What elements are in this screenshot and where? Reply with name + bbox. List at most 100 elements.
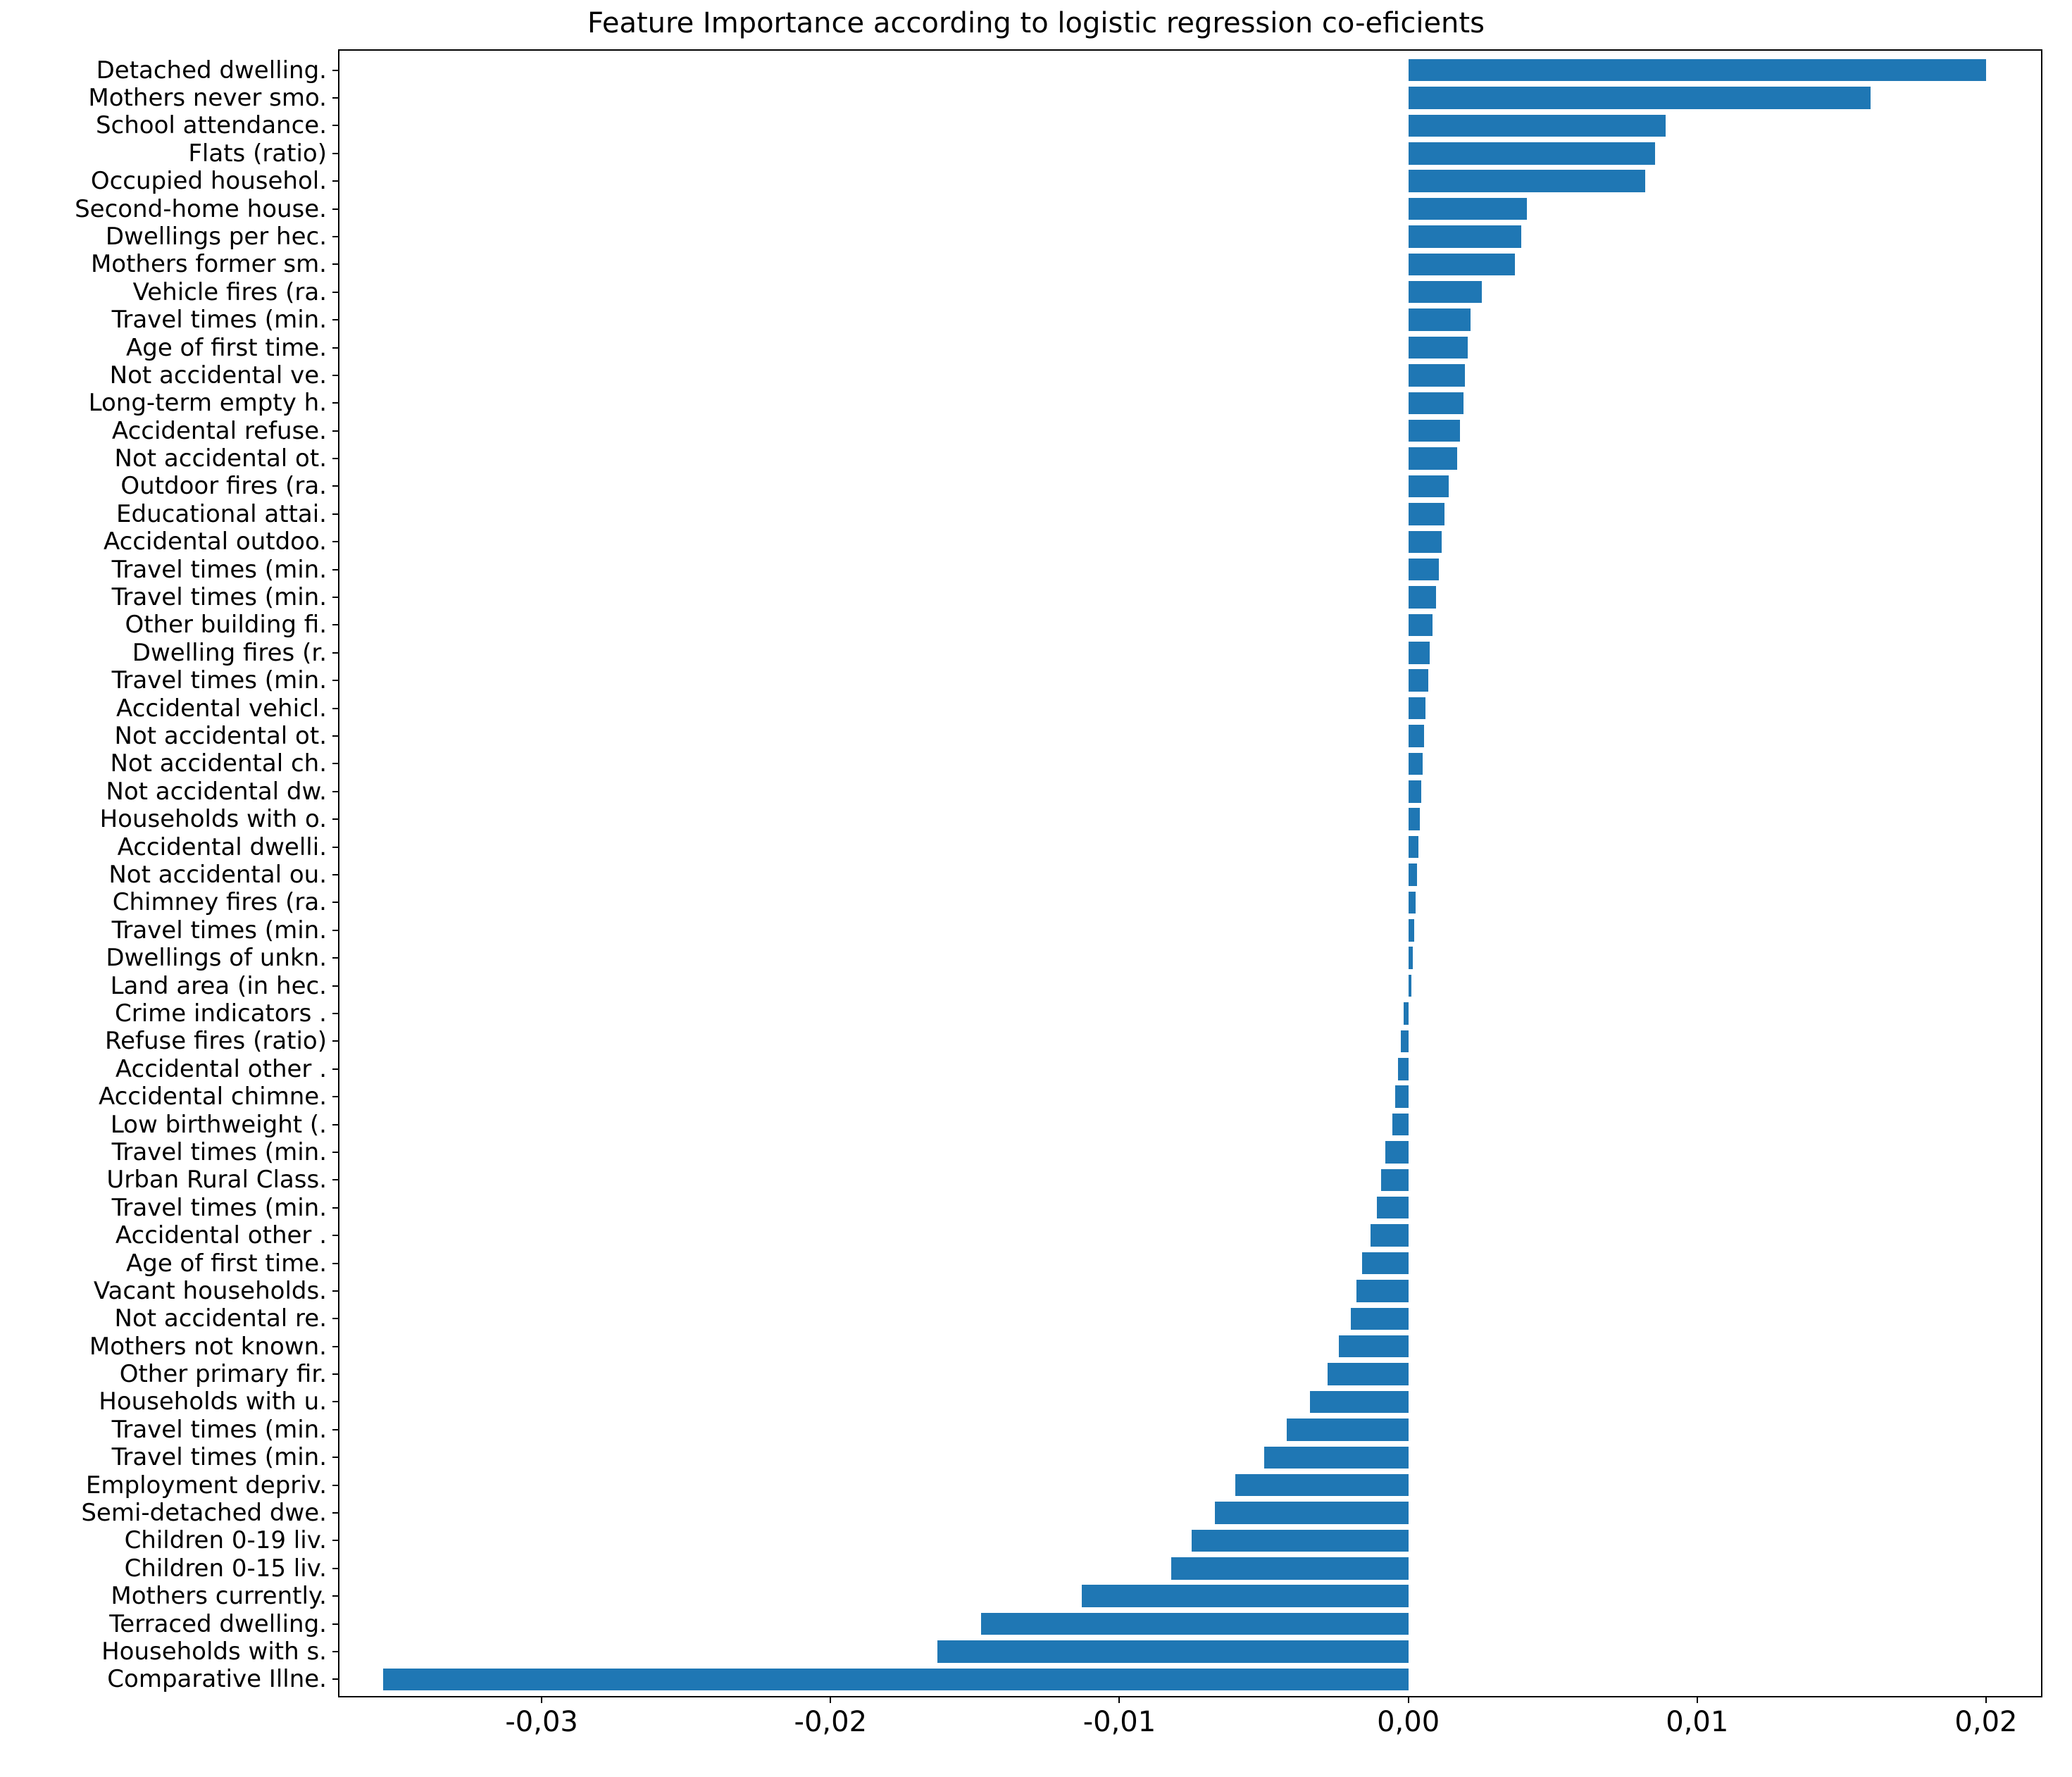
y-tick-label: Not accidental ve. bbox=[110, 361, 327, 389]
y-tick bbox=[332, 263, 339, 265]
y-tick-label: Detached dwelling. bbox=[96, 56, 327, 85]
bar bbox=[1409, 447, 1458, 470]
bar bbox=[1409, 420, 1461, 442]
x-tick-label: 0,01 bbox=[1666, 1706, 1728, 1738]
bar bbox=[1082, 1585, 1408, 1607]
y-tick-label: Age of first time. bbox=[126, 334, 327, 362]
y-tick bbox=[332, 402, 339, 404]
bar bbox=[1264, 1447, 1409, 1469]
y-tick bbox=[332, 1568, 339, 1569]
bar bbox=[1381, 1169, 1409, 1192]
y-tick bbox=[332, 930, 339, 931]
y-tick bbox=[332, 1678, 339, 1680]
y-tick bbox=[332, 1595, 339, 1597]
y-tick-label: School attendance. bbox=[96, 111, 327, 139]
bar bbox=[1392, 1114, 1409, 1136]
y-tick bbox=[332, 1207, 339, 1209]
bar bbox=[1409, 87, 1871, 109]
y-tick-label: Accidental dwelli. bbox=[118, 833, 327, 861]
bar bbox=[1409, 836, 1418, 859]
y-tick bbox=[332, 985, 339, 987]
x-tick bbox=[1408, 1696, 1409, 1703]
y-tick bbox=[332, 1651, 339, 1652]
y-tick-label: Children 0-19 liv. bbox=[125, 1526, 327, 1554]
y-tick bbox=[332, 818, 339, 820]
y-tick-label: Not accidental ot. bbox=[115, 444, 327, 473]
y-tick bbox=[332, 1485, 339, 1486]
y-tick-label: Travel times (min. bbox=[112, 666, 327, 694]
y-tick bbox=[332, 791, 339, 792]
y-tick-label: Outdoor fires (ra. bbox=[120, 472, 327, 500]
bar bbox=[1192, 1530, 1409, 1552]
y-tick bbox=[332, 624, 339, 625]
y-tick-label: Travel times (min. bbox=[112, 916, 327, 944]
bar bbox=[383, 1669, 1409, 1691]
y-tick-label: Chimney fires (ra. bbox=[113, 888, 327, 916]
y-tick-label: Travel times (min. bbox=[112, 556, 327, 584]
y-tick bbox=[332, 652, 339, 654]
x-tick bbox=[541, 1696, 542, 1703]
y-tick bbox=[332, 292, 339, 293]
chart-title: Feature Importance according to logistic… bbox=[0, 7, 2072, 39]
y-tick-label: Households with u. bbox=[99, 1388, 327, 1416]
y-tick-label: Long-term empty h. bbox=[89, 389, 327, 417]
y-tick-label: Accidental chimne. bbox=[99, 1083, 327, 1111]
bar bbox=[1409, 808, 1420, 830]
y-tick-label: Not accidental re. bbox=[115, 1304, 327, 1333]
y-tick-label: Other primary fir. bbox=[120, 1360, 327, 1388]
bar bbox=[1409, 863, 1417, 886]
bar bbox=[1409, 503, 1444, 525]
x-tick-label: 0,00 bbox=[1377, 1706, 1440, 1738]
y-tick bbox=[332, 957, 339, 959]
y-tick-label: Not accidental ou. bbox=[108, 861, 327, 889]
y-tick bbox=[332, 1401, 339, 1402]
bar bbox=[1351, 1308, 1409, 1330]
y-tick-label: Households with s. bbox=[101, 1638, 327, 1666]
y-tick bbox=[332, 597, 339, 598]
bar bbox=[1401, 1030, 1408, 1053]
bar bbox=[1409, 669, 1429, 692]
bar bbox=[1409, 364, 1465, 387]
y-tick bbox=[332, 125, 339, 126]
y-tick bbox=[332, 375, 339, 376]
bar bbox=[1404, 1002, 1408, 1025]
y-tick-label: Travel times (min. bbox=[112, 1138, 327, 1166]
bar bbox=[1409, 281, 1483, 304]
y-tick-label: Households with o. bbox=[100, 805, 327, 833]
y-tick-label: Vehicle fires (ra. bbox=[133, 278, 327, 306]
bar bbox=[1409, 531, 1442, 554]
y-tick-label: Accidental other . bbox=[116, 1055, 327, 1083]
y-tick bbox=[332, 1179, 339, 1180]
y-tick bbox=[332, 902, 339, 903]
y-tick bbox=[332, 541, 339, 542]
y-tick bbox=[332, 1068, 339, 1070]
y-tick-label: Semi-detached dwe. bbox=[81, 1499, 327, 1527]
y-tick bbox=[332, 680, 339, 681]
bar bbox=[1409, 725, 1425, 747]
x-tick bbox=[830, 1696, 831, 1703]
y-tick-label: Accidental refuse. bbox=[112, 417, 327, 445]
x-tick bbox=[1985, 1696, 1987, 1703]
y-tick bbox=[332, 874, 339, 875]
y-tick bbox=[332, 97, 339, 99]
y-tick bbox=[332, 1318, 339, 1319]
y-tick bbox=[332, 430, 339, 432]
bar bbox=[1362, 1252, 1409, 1275]
x-tick bbox=[1697, 1696, 1698, 1703]
bar bbox=[981, 1613, 1409, 1635]
y-tick bbox=[332, 1290, 339, 1292]
bar bbox=[1356, 1280, 1409, 1302]
y-tick-label: Employment depriv. bbox=[86, 1471, 327, 1499]
y-tick-label: Educational attai. bbox=[116, 500, 327, 528]
y-tick-label: Dwelling fires (r. bbox=[132, 639, 327, 667]
y-tick-label: Travel times (min. bbox=[112, 1416, 327, 1444]
y-tick-label: Not accidental dw. bbox=[106, 778, 327, 806]
y-tick-label: Accidental vehicl. bbox=[116, 694, 327, 723]
x-tick-label: -0,02 bbox=[794, 1706, 868, 1738]
bar bbox=[1409, 614, 1433, 637]
y-tick-label: Accidental other . bbox=[116, 1221, 327, 1249]
y-tick-label: Second-home house. bbox=[75, 195, 327, 223]
x-tick-label: -0,01 bbox=[1083, 1706, 1156, 1738]
bar bbox=[1398, 1058, 1408, 1080]
y-tick bbox=[332, 1263, 339, 1264]
